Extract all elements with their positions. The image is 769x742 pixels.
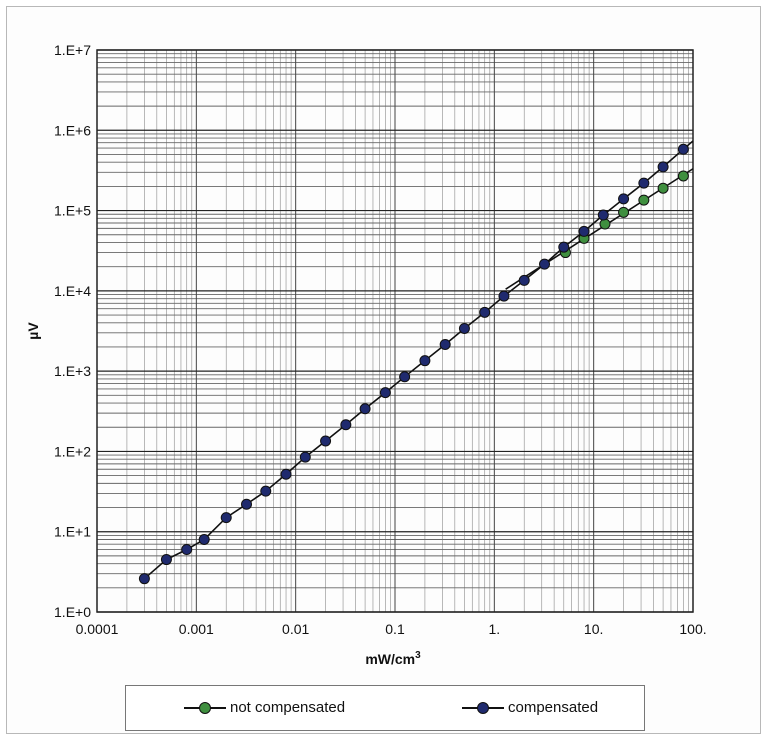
point-compensated	[340, 419, 352, 431]
point-compensated	[558, 241, 570, 253]
x-tick-label: 1.	[488, 621, 500, 637]
point-compensated	[280, 468, 292, 480]
point-compensated	[539, 258, 551, 270]
point-compensated	[518, 274, 530, 286]
legend-marker-compensated	[477, 701, 489, 714]
point-compensated	[458, 322, 470, 334]
point-compensated	[379, 387, 391, 399]
point-compensated	[359, 403, 371, 415]
y-axis-title: µV	[25, 322, 41, 340]
point-compensated	[181, 544, 193, 556]
point-compensated	[320, 435, 332, 447]
point-compensated	[597, 209, 609, 221]
y-tick-label: 1.E+6	[54, 122, 91, 138]
point-compensated	[677, 143, 689, 155]
x-tick-label: 0.01	[282, 621, 309, 637]
legend-label-compensated: compensated	[508, 699, 599, 716]
point-not-compensated	[599, 218, 611, 230]
point-compensated	[439, 338, 451, 350]
y-tick-label: 1.E+5	[54, 203, 91, 219]
legend: not compensated compensated	[125, 685, 645, 731]
point-compensated	[299, 451, 311, 463]
y-tick-label: 1.E+0	[54, 604, 91, 620]
legend-swatch-not-compensated	[184, 701, 226, 715]
y-tick-label: 1.E+1	[54, 524, 91, 540]
x-tick-label: 0.001	[179, 621, 214, 637]
series-layer	[138, 140, 694, 585]
point-compensated	[241, 498, 253, 510]
y-tick-label: 1.E+7	[54, 42, 91, 58]
point-compensated	[638, 177, 650, 189]
point-compensated	[138, 573, 150, 585]
x-tick-label: 0.0001	[76, 621, 119, 637]
legend-item-compensated: compensated	[462, 699, 598, 716]
point-not-compensated	[618, 206, 630, 218]
y-tick-label: 1.E+3	[54, 363, 91, 379]
point-compensated	[657, 161, 669, 173]
x-tick-label: 100.	[679, 621, 706, 637]
point-compensated	[198, 533, 210, 545]
x-axis-title: mW/cm3	[365, 650, 421, 667]
plot-area	[96, 49, 694, 613]
x-tick-label: 0.1	[385, 621, 405, 637]
y-tick-label: 1.E+4	[54, 283, 91, 299]
point-compensated	[578, 225, 590, 237]
point-not-compensated	[657, 182, 669, 194]
point-compensated	[260, 485, 272, 497]
point-compensated	[498, 290, 510, 302]
legend-marker-not-compensated	[199, 701, 211, 714]
point-not-compensated	[638, 194, 650, 206]
point-compensated	[160, 554, 172, 566]
legend-item-not-compensated: not compensated	[184, 699, 345, 716]
legend-label-not-compensated: not compensated	[230, 699, 346, 716]
point-not-compensated	[677, 170, 689, 182]
point-compensated	[479, 306, 491, 318]
x-tick-label: 10.	[584, 621, 603, 637]
point-compensated	[419, 355, 431, 367]
point-compensated	[399, 371, 411, 383]
point-compensated	[220, 512, 232, 524]
legend-swatch-compensated	[462, 701, 504, 715]
point-compensated	[618, 193, 630, 205]
x-axis-tick-labels: 0.0001 0.001 0.01 0.1 1. 10. 100.	[76, 621, 707, 637]
y-axis-tick-labels: 1.E+0 1.E+1 1.E+2 1.E+3 1.E+4 1.E+5 1.E+6 1.E+7	[54, 42, 91, 620]
y-tick-label: 1.E+2	[54, 443, 91, 459]
